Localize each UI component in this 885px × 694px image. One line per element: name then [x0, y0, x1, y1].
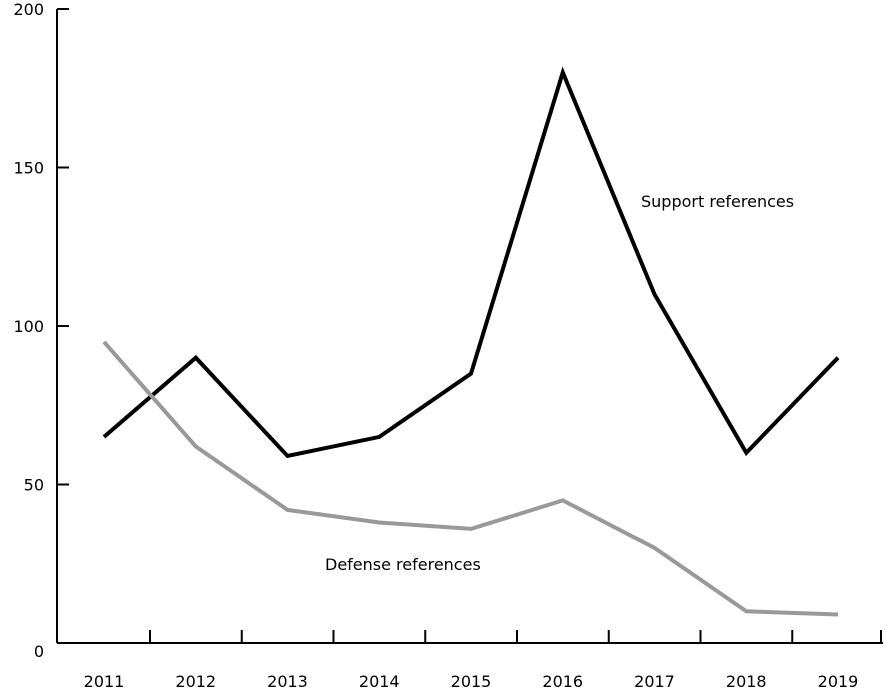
x-tick-label: 2019 — [818, 672, 859, 691]
chart-axes: 0 50 100 150 200 2011 2012 2013 2014 2015 2016 2017… — [13, 0, 883, 691]
defense-references-label: Defense references — [325, 555, 481, 574]
chart-series — [102, 66, 840, 617]
x-tick-label: 2011 — [84, 672, 125, 691]
y-tick-label: 200 — [13, 0, 44, 19]
chart-series-labels: Support references Defense references — [325, 192, 794, 574]
x-tick-label: 2017 — [634, 672, 675, 691]
x-tick-label: 2015 — [451, 672, 492, 691]
support-references-label: Support references — [641, 192, 794, 211]
x-tick-label: 2013 — [267, 672, 308, 691]
x-tick-label: 2018 — [726, 672, 767, 691]
y-tick-label: 100 — [13, 317, 44, 336]
defense-references-line — [102, 340, 839, 617]
y-tick-label: 50 — [24, 476, 44, 495]
x-tick-label: 2012 — [175, 672, 216, 691]
y-tick-label: 0 — [34, 642, 44, 661]
support-references-line — [102, 66, 840, 459]
x-tick-label: 2014 — [359, 672, 400, 691]
x-tick-label: 2016 — [542, 672, 583, 691]
y-tick-label: 150 — [13, 159, 44, 178]
